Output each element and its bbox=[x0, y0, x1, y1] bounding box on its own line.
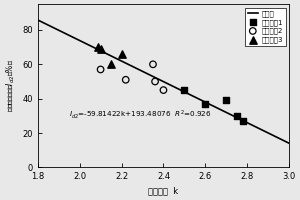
炭質頁屢3 bbox=[119, 52, 124, 56]
趨勹線 bbox=[51, 26, 55, 29]
炭質頁屢2 bbox=[161, 88, 166, 92]
炭質頁屢3 bbox=[98, 47, 103, 50]
炭質頁屢3 bbox=[109, 63, 113, 66]
炭質頁屢1 bbox=[234, 114, 239, 117]
炭質頁屢1 bbox=[182, 88, 187, 92]
炭質頁屢1 bbox=[224, 99, 229, 102]
Legend: 趨勹線, 炭質頁屢1, 炭質頁屢2, 炭質頁屢3: 趨勹線, 炭質頁屢1, 炭質頁屢2, 炭質頁屢3 bbox=[245, 8, 286, 46]
趨勹線 bbox=[83, 42, 86, 44]
趨勹線 bbox=[275, 136, 278, 138]
趨勹線 bbox=[36, 19, 40, 21]
炭質頁屢3 bbox=[96, 46, 101, 49]
Line: 趨勹線: 趨勹線 bbox=[38, 20, 289, 143]
炭質頁屢1 bbox=[203, 102, 208, 105]
Text: $I_{d2}$=-59.81422k+193.48076  $R^2$=0.926: $I_{d2}$=-59.81422k+193.48076 $R^2$=0.92… bbox=[69, 109, 212, 121]
趨勹線 bbox=[46, 24, 50, 26]
炭質頁屢2 bbox=[151, 63, 155, 66]
炭質頁屢2 bbox=[153, 80, 158, 83]
炭質頁屢2 bbox=[123, 78, 128, 81]
X-axis label: 均衡指数  k: 均衡指数 k bbox=[148, 187, 178, 196]
炭質頁屢2 bbox=[98, 68, 103, 71]
趨勹線 bbox=[103, 52, 106, 54]
趨勹線 bbox=[266, 132, 269, 134]
趨勹線 bbox=[287, 142, 291, 144]
炭質頁屢1 bbox=[241, 119, 245, 123]
Y-axis label: 耐崩解性指数，$I_{d2}$（%）: 耐崩解性指数，$I_{d2}$（%） bbox=[4, 59, 17, 112]
